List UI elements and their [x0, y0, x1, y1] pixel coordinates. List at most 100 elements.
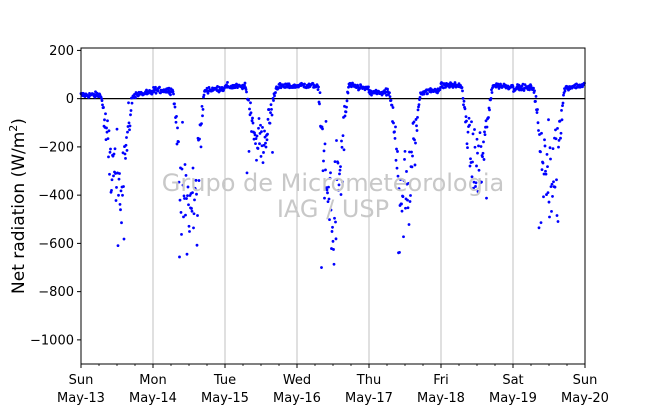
data-point — [318, 102, 321, 106]
data-point — [177, 180, 181, 184]
data-point — [426, 92, 429, 95]
data-point — [407, 223, 411, 226]
data-point — [547, 200, 551, 204]
data-point — [537, 129, 540, 132]
y-tick-label: −600 — [38, 237, 74, 252]
data-point — [548, 215, 551, 219]
data-point — [481, 155, 484, 159]
data-point — [125, 148, 129, 152]
data-point — [335, 139, 338, 142]
data-point — [325, 188, 329, 192]
data-point — [115, 186, 118, 189]
y-tick-label: −1000 — [30, 333, 74, 348]
data-point — [320, 266, 323, 269]
data-point — [270, 113, 274, 117]
data-point — [395, 166, 399, 170]
data-point — [249, 111, 253, 115]
data-point — [182, 215, 185, 219]
data-point — [124, 143, 128, 147]
data-point — [409, 194, 412, 197]
data-point — [462, 99, 466, 103]
data-point — [545, 153, 549, 156]
data-point — [468, 164, 472, 168]
data-point — [560, 108, 563, 112]
data-point — [389, 98, 393, 102]
data-point — [274, 91, 277, 94]
data-point — [553, 185, 557, 189]
data-point — [471, 160, 474, 164]
data-point — [536, 108, 539, 111]
data-point — [119, 208, 122, 212]
data-point — [393, 137, 397, 140]
x-tick-label-day: Thu — [356, 373, 381, 388]
data-point — [196, 214, 199, 217]
data-point — [331, 225, 334, 229]
x-tick-label-day: Sun — [69, 373, 94, 388]
data-point — [181, 120, 184, 124]
data-point — [322, 149, 326, 153]
data-point — [273, 94, 276, 98]
data-point — [483, 133, 487, 137]
data-point — [156, 89, 160, 93]
x-tick-label-date: May-13 — [57, 391, 105, 406]
data-point — [129, 113, 132, 117]
data-point — [122, 237, 126, 241]
data-point — [260, 130, 263, 134]
data-point — [105, 130, 109, 134]
x-axis-ticks: Sun May-13 Mon May-14 Tue May-15 Wed May-16 Thu M… — [57, 364, 609, 406]
data-point — [395, 147, 398, 151]
data-point — [180, 232, 183, 236]
data-point — [397, 187, 401, 191]
data-point — [523, 83, 527, 87]
data-point — [266, 132, 269, 136]
data-point — [329, 208, 333, 212]
data-point — [481, 151, 485, 155]
data-point — [121, 193, 124, 197]
data-point — [532, 86, 535, 90]
x-tick-label-day: Tue — [213, 373, 236, 388]
data-point — [270, 107, 273, 111]
data-point — [127, 121, 131, 125]
data-point — [341, 180, 344, 184]
data-point — [106, 119, 109, 123]
data-point — [545, 193, 548, 196]
data-point — [418, 98, 421, 102]
data-point — [249, 101, 252, 105]
data-point — [262, 151, 265, 154]
watermark: Grupo de Micrometeorologia IAG / USP — [162, 169, 504, 223]
data-point — [192, 212, 196, 216]
data-point — [266, 117, 270, 121]
data-point — [416, 115, 419, 119]
data-point — [464, 115, 468, 118]
data-point — [105, 126, 108, 130]
y-tick-label: −200 — [38, 140, 74, 155]
data-point — [269, 103, 273, 107]
data-point — [542, 195, 545, 199]
data-point — [126, 130, 129, 134]
data-point — [340, 139, 343, 143]
data-point — [244, 88, 248, 91]
data-point — [398, 250, 401, 254]
data-point — [338, 172, 341, 176]
data-point — [390, 103, 394, 107]
data-point — [268, 121, 272, 125]
data-point — [190, 207, 193, 210]
data-point — [489, 96, 493, 100]
x-tick-label-date: May-15 — [201, 391, 249, 406]
data-point — [534, 94, 538, 98]
data-point — [479, 145, 483, 148]
data-point — [279, 86, 283, 90]
data-point — [402, 179, 406, 182]
data-point — [399, 178, 402, 181]
data-point — [108, 172, 111, 176]
data-point — [474, 185, 477, 188]
data-point — [327, 185, 330, 189]
data-point — [396, 150, 399, 153]
data-point — [535, 111, 539, 114]
data-point — [321, 169, 325, 173]
data-point — [248, 107, 251, 111]
data-point — [186, 194, 189, 198]
data-point — [388, 95, 392, 99]
data-point — [195, 192, 198, 196]
data-point — [129, 109, 133, 112]
